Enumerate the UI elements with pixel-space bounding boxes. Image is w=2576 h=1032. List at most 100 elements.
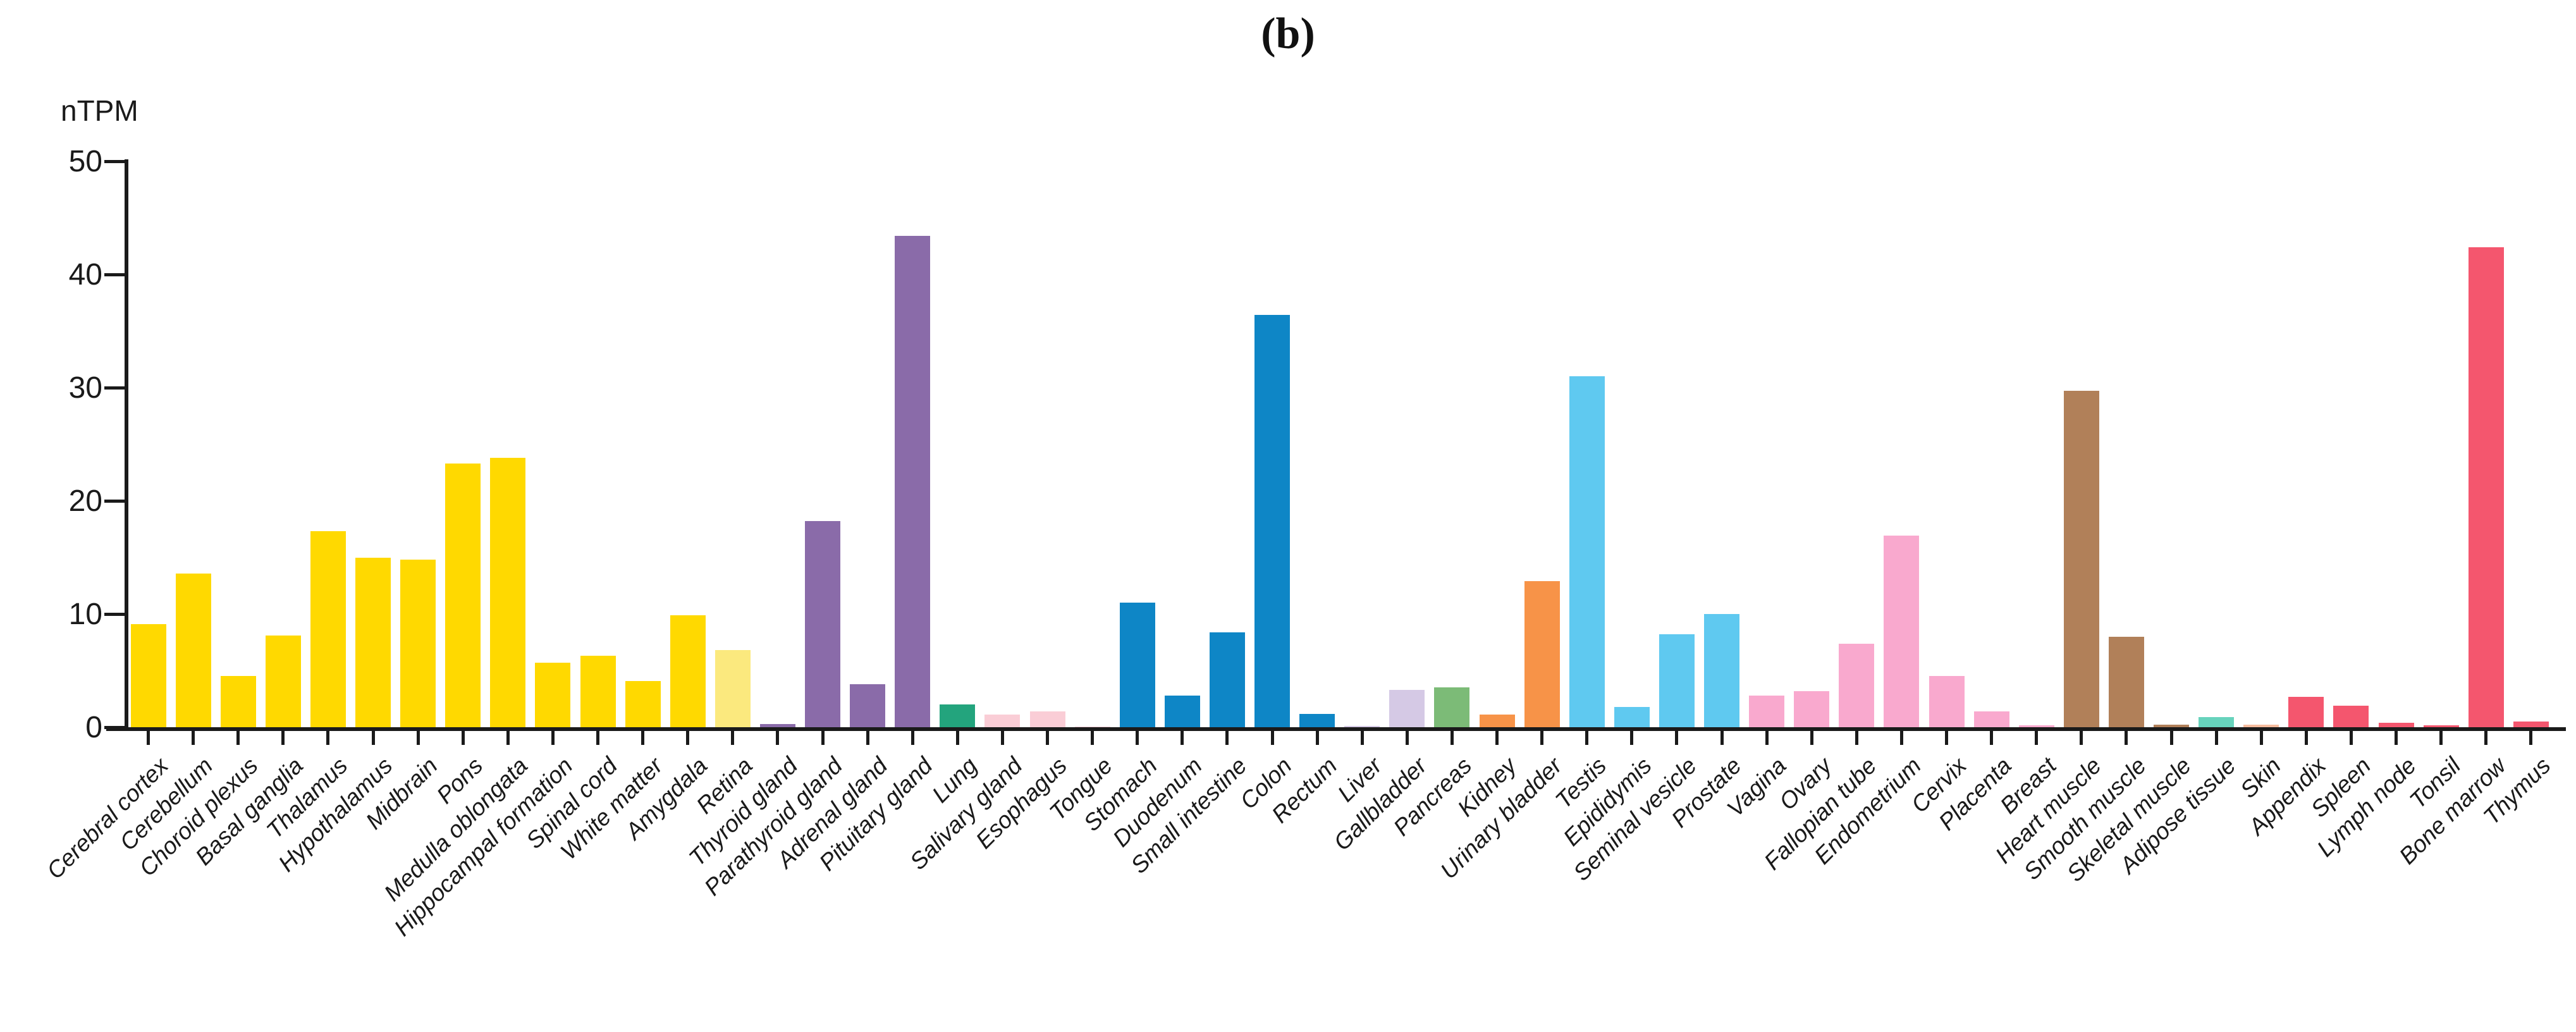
x-tick-adipose-tissue <box>2214 731 2218 745</box>
x-tick-salivary-gland <box>1000 731 1004 745</box>
bar-appendix <box>2288 696 2324 727</box>
x-tick-white-matter <box>641 731 645 745</box>
x-tick-kidney <box>1495 731 1499 745</box>
x-tick-medulla-oblongata <box>506 731 510 745</box>
x-tick-pons <box>461 731 465 745</box>
bar-prostate <box>1704 614 1739 727</box>
bar-choroid-plexus <box>220 676 256 727</box>
x-tick-testis <box>1585 731 1589 745</box>
y-tick-label-30: 30 <box>68 371 102 405</box>
x-tick-tongue <box>1091 731 1095 745</box>
bar-thyroid-gland <box>759 723 795 727</box>
x-tick-choroid-plexus <box>236 731 240 745</box>
bar-tonsil <box>2423 725 2459 727</box>
x-tick-ovary <box>1810 731 1813 745</box>
x-tick-skin <box>2259 731 2263 745</box>
x-tick-basal-ganglia <box>281 731 285 745</box>
bar-skin <box>2243 724 2279 727</box>
bar-basal-ganglia <box>265 636 301 727</box>
x-tick-fallopian-tube <box>1855 731 1858 745</box>
y-tick-30 <box>104 386 125 390</box>
x-tick-prostate <box>1720 731 1724 745</box>
y-tick-40 <box>104 273 125 276</box>
bar-endometrium <box>1884 536 1920 727</box>
bar-adipose-tissue <box>2199 716 2235 727</box>
x-tick-midbrain <box>416 731 420 745</box>
x-tick-urinary-bladder <box>1540 731 1544 745</box>
bar-skeletal-muscle <box>2154 725 2189 727</box>
bar-cervix <box>1929 676 1965 727</box>
bar-retina <box>715 650 751 727</box>
x-tick-tonsil <box>2439 731 2443 745</box>
bar-lymph-node <box>2378 722 2414 727</box>
x-tick-vagina <box>1765 731 1769 745</box>
bar-lung <box>940 704 976 727</box>
bar-vagina <box>1749 695 1785 727</box>
x-tick-endometrium <box>1899 731 1903 745</box>
x-tick-epididymis <box>1630 731 1634 745</box>
bar-midbrain <box>400 560 436 727</box>
bar-urinary-bladder <box>1524 581 1560 727</box>
x-tick-cerebellum <box>192 731 195 745</box>
bar-pons <box>445 463 481 727</box>
bar-ovary <box>1794 691 1830 727</box>
bar-tongue <box>1074 726 1110 727</box>
bar-hypothalamus <box>355 557 391 727</box>
bar-seminal-vesicle <box>1659 634 1695 727</box>
x-tick-breast <box>2035 731 2039 745</box>
x-tick-rectum <box>1315 731 1319 745</box>
x-tick-thyroid-gland <box>776 731 780 745</box>
bar-pituitary-gland <box>895 236 931 727</box>
y-tick-10 <box>104 613 125 616</box>
x-tick-pituitary-gland <box>911 731 914 745</box>
x-tick-smooth-muscle <box>2125 731 2128 745</box>
bar-hippocampal-formation <box>535 662 571 727</box>
bar-adrenal-gland <box>850 684 886 727</box>
bar-fallopian-tube <box>1839 643 1875 727</box>
bar-rectum <box>1299 713 1335 727</box>
bar-parathyroid-gland <box>805 521 840 727</box>
bar-epididymis <box>1614 706 1650 727</box>
bar-testis <box>1569 376 1605 727</box>
bar-gallbladder <box>1389 689 1425 727</box>
x-tick-amygdala <box>686 731 690 745</box>
x-tick-spleen <box>2349 731 2353 745</box>
x-tick-liver <box>1360 731 1364 745</box>
y-tick-label-20: 20 <box>68 484 102 518</box>
x-tick-lymph-node <box>2395 731 2398 745</box>
x-tick-cerebral-cortex <box>147 731 150 745</box>
x-tick-thalamus <box>326 731 330 745</box>
x-tick-retina <box>731 731 735 745</box>
x-tick-skeletal-muscle <box>2169 731 2173 745</box>
x-tick-colon <box>1270 731 1274 745</box>
bar-medulla-oblongata <box>490 457 526 727</box>
bar-placenta <box>1973 711 2009 727</box>
bar-cerebellum <box>175 573 211 727</box>
x-tick-heart-muscle <box>2080 731 2083 745</box>
bar-pancreas <box>1434 687 1470 727</box>
bar-salivary-gland <box>984 715 1021 727</box>
y-tick-20 <box>104 500 125 503</box>
y-tick-label-10: 10 <box>68 598 102 631</box>
bar-colon <box>1254 315 1290 727</box>
bar-thalamus <box>310 531 346 727</box>
bar-spinal-cord <box>580 656 616 727</box>
x-tick-seminal-vesicle <box>1675 731 1679 745</box>
x-tick-cervix <box>1945 731 1948 745</box>
x-tick-spinal-cord <box>596 731 599 745</box>
x-tick-thymus <box>2529 731 2533 745</box>
bar-liver <box>1344 726 1380 727</box>
bar-kidney <box>1479 715 1515 727</box>
panel-title: (b) <box>1261 9 1315 58</box>
x-tick-duodenum <box>1181 731 1184 745</box>
x-tick-stomach <box>1136 731 1139 745</box>
x-tick-appendix <box>2304 731 2308 745</box>
bar-amygdala <box>670 615 706 727</box>
x-tick-parathyroid-gland <box>821 731 825 745</box>
x-tick-placenta <box>1990 731 1994 745</box>
x-axis-line <box>106 727 2566 731</box>
bar-small-intestine <box>1209 632 1245 727</box>
bar-smooth-muscle <box>2108 636 2144 727</box>
y-tick-50 <box>104 160 125 163</box>
